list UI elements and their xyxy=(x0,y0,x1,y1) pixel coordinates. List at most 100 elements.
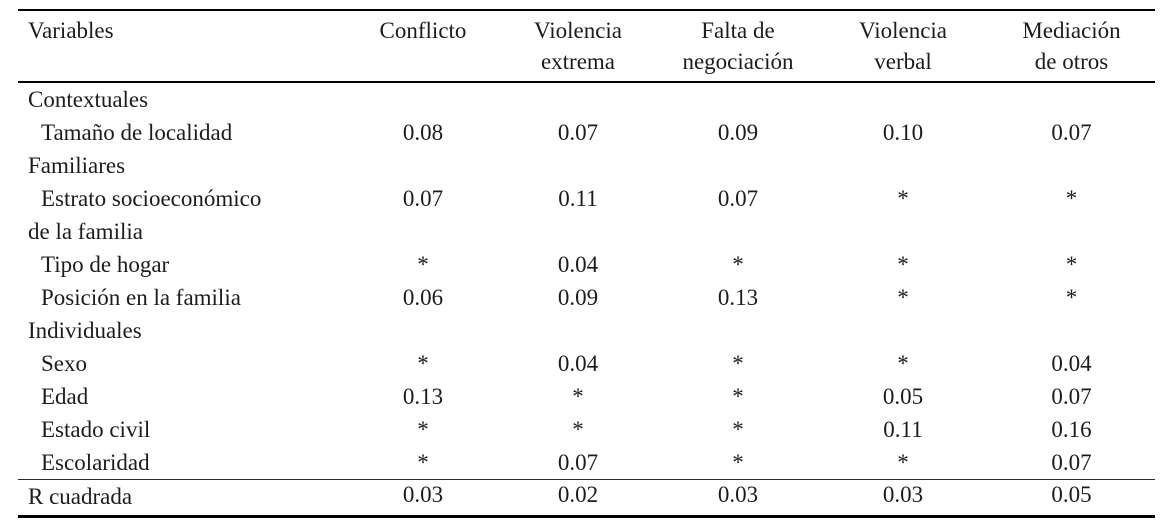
cell-value xyxy=(988,82,1155,116)
table-row: Sexo * 0.04 * * 0.04 xyxy=(18,347,1155,380)
row-label-cell: Edad xyxy=(18,380,348,413)
cell-value xyxy=(498,82,658,116)
cell-value: * xyxy=(1065,252,1078,277)
cell-value: * xyxy=(417,351,429,376)
row-label-cell: Sexo xyxy=(18,347,348,380)
column-header: Falta de negociación xyxy=(658,10,818,82)
cell-value: * xyxy=(417,252,429,277)
row-label: Tipo de hogar xyxy=(41,252,170,277)
cell-value: * xyxy=(897,252,909,277)
cell-value: * xyxy=(732,384,744,409)
row-label: Tamaño de localidad xyxy=(41,120,233,145)
cell-value: 0.09 xyxy=(557,285,599,310)
cell-value: * xyxy=(732,252,744,277)
row-label-cell: Estado civil xyxy=(18,413,348,446)
column-header-line2: extrema xyxy=(540,49,616,74)
cell-value: 0.07 xyxy=(557,450,599,475)
results-table: Variables Conflicto Violencia extrema Falta… xyxy=(18,9,1155,518)
cell-value: * xyxy=(572,417,584,442)
table-header-row: Variables Conflicto Violencia extrema Falta… xyxy=(18,10,1155,82)
cell-value: 0.04 xyxy=(1051,351,1092,376)
column-header-line1: Mediación xyxy=(1022,18,1121,43)
table-row: Tamaño de localidad 0.08 0.07 0.09 0.10 0.07 xyxy=(18,116,1155,149)
column-header-line2: negociación xyxy=(682,49,794,74)
cell-value xyxy=(988,314,1155,347)
row-label: Sexo xyxy=(41,351,87,376)
row-label-cell: Individuales xyxy=(18,314,348,347)
table-row: Tipo de hogar * 0.04 * * * xyxy=(18,248,1155,281)
cell-value xyxy=(818,82,988,116)
cell-value: 0.16 xyxy=(1051,417,1092,442)
column-header-line1: Violencia xyxy=(533,18,623,43)
column-header-variables: Variables xyxy=(28,18,114,43)
row-label-cell: Familiares xyxy=(18,149,348,182)
cell-value xyxy=(658,82,818,116)
cell-value: 0.07 xyxy=(1051,120,1092,145)
cell-value: 0.11 xyxy=(558,186,598,211)
cell-value xyxy=(348,82,498,116)
cell-value xyxy=(348,149,498,182)
cell-value xyxy=(818,314,988,347)
cell-value: 0.13 xyxy=(402,384,444,409)
table-row: Escolaridad * 0.07 * * 0.07 xyxy=(18,446,1155,480)
row-label-cell: Tipo de hogar xyxy=(18,248,348,281)
column-header: Violencia extrema xyxy=(498,10,658,82)
cell-value: 0.08 xyxy=(402,120,444,145)
row-label: Individuales xyxy=(28,318,142,343)
column-header: Conflicto xyxy=(348,10,498,82)
cell-value: * xyxy=(732,417,744,442)
column-header-line1: Falta de xyxy=(701,18,775,43)
cell-value: 0.10 xyxy=(882,120,924,145)
row-label: Escolaridad xyxy=(41,450,150,475)
cell-value: 0.03 xyxy=(717,482,759,507)
row-label-cell: Posición en la familia xyxy=(18,281,348,314)
row-label-cell: Escolaridad xyxy=(18,446,348,480)
table-row: Estrato socioeconómico de la familia 0.07 0… xyxy=(18,182,1155,248)
cell-value: 0.04 xyxy=(557,252,599,277)
row-label-cell: Contextuales xyxy=(18,82,348,116)
table-row: Contextuales xyxy=(18,82,1155,116)
cell-value xyxy=(348,314,498,347)
row-label: R cuadrada xyxy=(28,484,133,509)
row-label: Posición en la familia xyxy=(41,285,241,310)
cell-value: 0.03 xyxy=(402,482,444,507)
row-label-cell: Estrato socioeconómico de la familia xyxy=(18,182,348,248)
cell-value: 0.05 xyxy=(882,384,924,409)
row-label: Estado civil xyxy=(41,417,151,442)
column-header: Mediación de otros xyxy=(988,10,1155,82)
cell-value: 0.11 xyxy=(883,417,923,442)
row-label: Edad xyxy=(41,384,89,409)
table-row: Edad 0.13 * * 0.05 0.07 xyxy=(18,380,1155,413)
cell-value: 0.03 xyxy=(882,482,924,507)
cell-value: * xyxy=(417,450,429,475)
cell-value: * xyxy=(897,285,909,310)
table-row: Familiares xyxy=(18,149,1155,182)
cell-value: 0.07 xyxy=(1051,450,1092,475)
row-label-cell: Tamaño de localidad xyxy=(18,116,348,149)
cell-value: 0.13 xyxy=(717,285,759,310)
cell-value: 0.09 xyxy=(717,120,759,145)
row-label: Estrato socioeconómico xyxy=(41,186,262,211)
cell-value xyxy=(988,149,1155,182)
table-header: Variables Conflicto Violencia extrema Falta… xyxy=(18,10,1155,82)
cell-value xyxy=(658,314,818,347)
cell-value: * xyxy=(732,450,744,475)
cell-value xyxy=(498,149,658,182)
cell-value: 0.07 xyxy=(1051,384,1092,409)
cell-value: 0.06 xyxy=(402,285,444,310)
table-body: Contextuales Tamaño de localidad 0.08 0.07 0… xyxy=(18,82,1155,517)
column-header-line2 xyxy=(348,46,498,77)
row-label: Familiares xyxy=(28,153,126,178)
cell-value xyxy=(498,314,658,347)
row-label-cell: R cuadrada xyxy=(18,480,348,517)
cell-value: 0.04 xyxy=(557,351,599,376)
table-row: Posición en la familia 0.06 0.09 0.13 * * xyxy=(18,281,1155,314)
table-row: R cuadrada 0.03 0.02 0.03 0.03 0.05 xyxy=(18,479,1155,517)
cell-value: * xyxy=(732,351,744,376)
column-header-line2: verbal xyxy=(874,49,932,74)
row-label-continuation: de la familia xyxy=(28,219,143,244)
cell-value: 0.05 xyxy=(1051,482,1092,507)
table-row: Estado civil * * * 0.11 0.16 xyxy=(18,413,1155,446)
cell-value: * xyxy=(897,186,909,211)
